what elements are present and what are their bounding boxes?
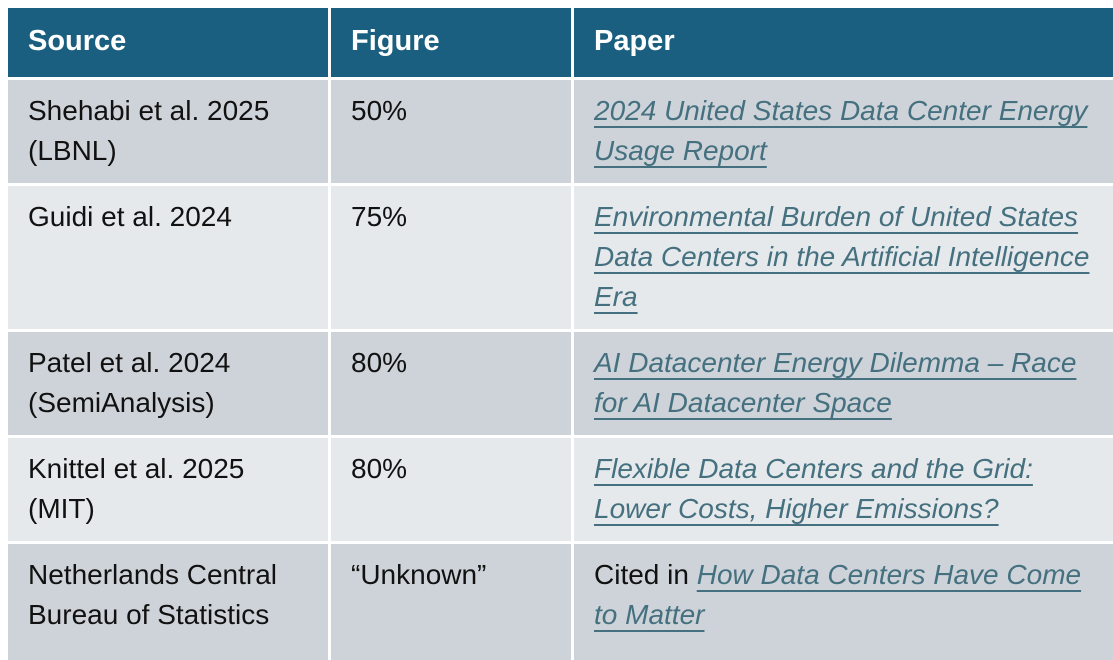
table-row: Netherlands Central Bureau of Statistics… xyxy=(8,544,1113,660)
paper-link[interactable]: Environmental Burden of United States Da… xyxy=(594,201,1090,312)
table-row: Knittel et al. 2025 (MIT) 80% Flexible D… xyxy=(8,438,1113,541)
source-cell: Knittel et al. 2025 (MIT) xyxy=(8,438,328,541)
sources-table: Source Figure Paper Shehabi et al. 2025 … xyxy=(5,5,1113,660)
paper-cell: 2024 United States Data Center Energy Us… xyxy=(574,80,1113,183)
figure-cell: 80% xyxy=(331,438,571,541)
figure-cell: “Unknown” xyxy=(331,544,571,660)
paper-link[interactable]: AI Datacenter Energy Dilemma – Race for … xyxy=(594,347,1077,418)
table-row: Shehabi et al. 2025 (LBNL) 50% 2024 Unit… xyxy=(8,80,1113,183)
source-cell: Patel et al. 2024 (SemiAnalysis) xyxy=(8,332,328,435)
paper-cell: Flexible Data Centers and the Grid: Lowe… xyxy=(574,438,1113,541)
header-row: Source Figure Paper xyxy=(8,8,1113,77)
slide-canvas: Source Figure Paper Shehabi et al. 2025 … xyxy=(0,5,1113,660)
paper-cell: Environmental Burden of United States Da… xyxy=(574,186,1113,329)
source-cell: Guidi et al. 2024 xyxy=(8,186,328,329)
table-row: Patel et al. 2024 (SemiAnalysis) 80% AI … xyxy=(8,332,1113,435)
paper-cell: AI Datacenter Energy Dilemma – Race for … xyxy=(574,332,1113,435)
col-header-source: Source xyxy=(8,8,328,77)
source-cell: Netherlands Central Bureau of Statistics xyxy=(8,544,328,660)
figure-cell: 80% xyxy=(331,332,571,435)
source-cell: Shehabi et al. 2025 (LBNL) xyxy=(8,80,328,183)
col-header-figure: Figure xyxy=(331,8,571,77)
table-row: Guidi et al. 2024 75% Environmental Burd… xyxy=(8,186,1113,329)
figure-cell: 75% xyxy=(331,186,571,329)
paper-link[interactable]: 2024 United States Data Center Energy Us… xyxy=(594,95,1088,166)
figure-cell: 50% xyxy=(331,80,571,183)
paper-link[interactable]: Flexible Data Centers and the Grid: Lowe… xyxy=(594,453,1033,524)
paper-link[interactable]: How Data Centers Have Come to Matter xyxy=(594,559,1082,630)
col-header-paper: Paper xyxy=(574,8,1113,77)
paper-prefix: Cited in xyxy=(594,559,697,590)
paper-cell: Cited in How Data Centers Have Come to M… xyxy=(574,544,1113,660)
